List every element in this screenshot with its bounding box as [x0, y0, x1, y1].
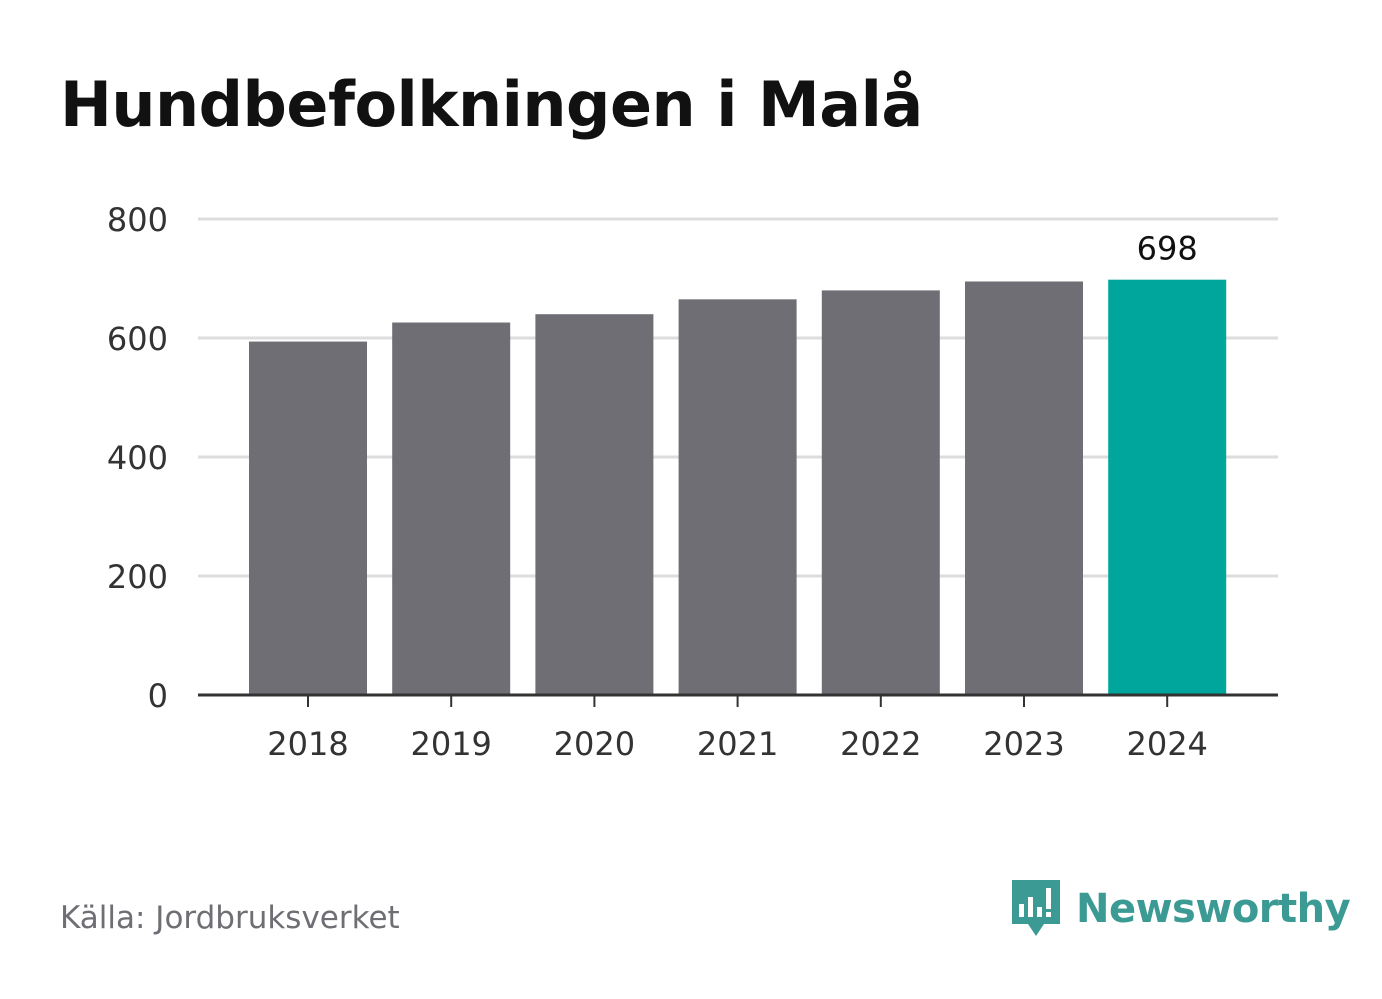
y-tick-label: 0: [148, 677, 168, 715]
bar-2021: [678, 299, 797, 695]
x-tick-label: 2022: [840, 725, 921, 763]
brand-logo: Newsworthy: [1010, 878, 1351, 940]
x-tick-label: 2019: [410, 725, 491, 763]
y-axis-ticks: 0 200 400 600 800: [107, 201, 168, 715]
y-tick-label: 800: [107, 201, 168, 239]
x-tick-label: 2023: [983, 725, 1064, 763]
x-tick-label: 2021: [697, 725, 778, 763]
x-tick-label: 2018: [267, 725, 348, 763]
y-tick-label: 200: [107, 558, 168, 596]
bar-2020: [535, 314, 654, 695]
bar-2019: [392, 322, 511, 695]
data-label: 698: [1137, 230, 1198, 268]
bar-2023: [965, 281, 1083, 695]
y-tick-label: 400: [107, 439, 168, 477]
bar-2024: [1108, 279, 1227, 695]
x-tick-label: 2020: [554, 725, 635, 763]
data-labels: 698: [1137, 230, 1198, 268]
chart-title: Hundbefolkningen i Malå: [60, 68, 923, 141]
y-tick-label: 600: [107, 320, 168, 358]
bars: [249, 279, 1227, 695]
x-tick-label: 2024: [1126, 725, 1207, 763]
newsworthy-logo-icon: [1012, 880, 1060, 936]
brand-name: Newsworthy: [1076, 886, 1351, 932]
bar-2018: [249, 341, 367, 695]
source-note: Källa: Jordbruksverket: [60, 900, 400, 936]
bar-2022: [821, 290, 940, 695]
x-axis-ticks: 2018 2019 2020 2021 2022 2023 2024: [267, 695, 1208, 763]
